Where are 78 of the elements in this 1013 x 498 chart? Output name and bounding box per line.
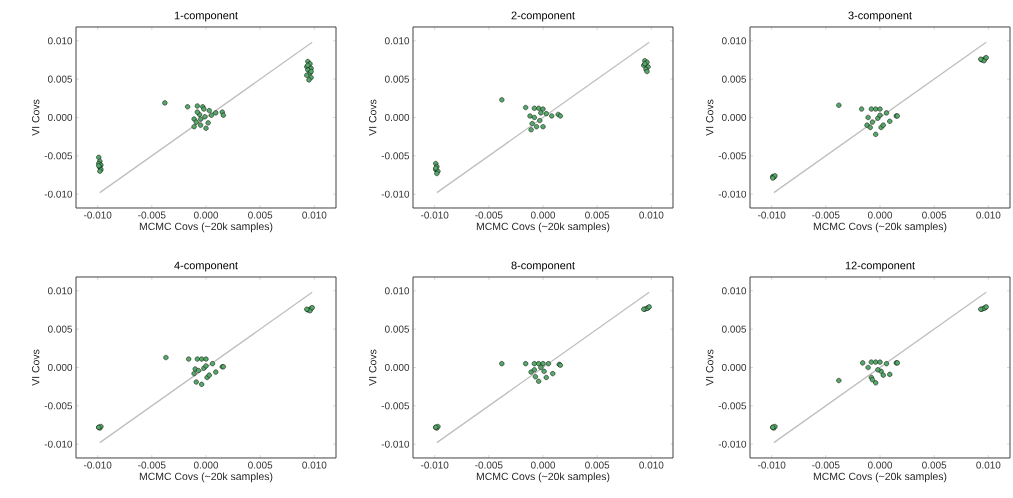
x-tick-label: 0.010 (639, 211, 664, 219)
y-tick-label: -0.005 (44, 402, 73, 410)
x-tick-label: -0.005 (138, 461, 166, 469)
y-tick-label: 0.000 (721, 113, 747, 122)
x-tick-label: 0.005 (922, 461, 947, 469)
y-tick-label: 0.010 (721, 287, 747, 295)
y-tick-label: -0.005 (381, 152, 410, 160)
y-tick-label: -0.005 (718, 152, 747, 160)
x-tick-label: -0.010 (420, 461, 449, 469)
y-tick-label: -0.010 (381, 440, 410, 448)
x-tick-label: 0.010 (976, 211, 1001, 219)
chart-title: 4-component (174, 261, 238, 272)
x-tick-label: -0.010 (420, 211, 449, 219)
x-tick-label: 0.000 (530, 461, 556, 469)
x-tick-label: 0.000 (867, 461, 893, 469)
x-tick-label: 0.010 (639, 461, 664, 469)
x-tick-label: -0.010 (83, 211, 112, 219)
y-tick-label: 0.010 (721, 37, 747, 45)
x-tick-label: 0.005 (585, 211, 610, 219)
x-tick-label: 0.010 (302, 211, 327, 219)
x-tick-label: 0.005 (922, 211, 947, 219)
x-tick-label: 0.005 (585, 461, 610, 469)
x-tick-label: -0.010 (757, 211, 786, 219)
y-tick-label: -0.010 (381, 190, 410, 198)
y-tick-label: -0.010 (44, 440, 73, 448)
y-tick-label: 0.010 (384, 287, 410, 295)
x-tick-label: 0.005 (248, 461, 273, 469)
chart-title: 8-component (511, 261, 575, 272)
x-tick-label: 0.000 (530, 211, 556, 219)
y-tick-label: 0.005 (384, 75, 410, 83)
y-tick-label: 0.005 (721, 325, 747, 333)
y-tick-label: 0.005 (47, 325, 73, 333)
y-tick-label: 0.010 (47, 287, 73, 295)
y-tick-label: 0.000 (721, 363, 747, 372)
x-tick-label: 0.000 (193, 211, 219, 219)
y-tick-label: 0.005 (47, 75, 73, 83)
x-tick-label: 0.000 (867, 211, 893, 219)
y-axis-title: VI Covs (369, 99, 377, 136)
y-tick-label: 0.000 (47, 113, 73, 122)
y-axis-title: VI Covs (706, 349, 714, 386)
x-tick-label: 0.000 (193, 461, 219, 469)
x-tick-label: 0.010 (302, 461, 327, 469)
x-tick-label: -0.005 (138, 211, 166, 219)
y-axis-title: VI Covs (31, 349, 40, 386)
y-tick-label: 0.005 (384, 325, 410, 333)
x-tick-label: -0.010 (83, 461, 112, 469)
y-tick-label: -0.010 (718, 440, 747, 448)
chart-title: 3-component (848, 11, 912, 22)
x-axis-title: MCMC Covs (~20k samples) (813, 472, 947, 483)
y-tick-label: 0.010 (384, 37, 410, 45)
x-tick-label: 0.005 (248, 211, 273, 219)
y-tick-label: -0.010 (44, 190, 73, 198)
y-tick-label: -0.005 (44, 152, 73, 160)
x-axis-title: MCMC Covs (~20k samples) (139, 472, 273, 483)
y-tick-label: 0.000 (47, 363, 73, 372)
y-tick-label: -0.005 (718, 402, 747, 410)
chart-title: 12-component (845, 261, 915, 272)
y-tick-label: -0.005 (381, 402, 410, 410)
x-axis-title: MCMC Covs (~20k samples) (139, 222, 273, 233)
x-tick-label: -0.005 (475, 461, 503, 469)
y-axis-title: VI Covs (369, 349, 377, 386)
x-axis-title: MCMC Covs (~20k samples) (476, 472, 610, 483)
chart-title: 1-component (174, 11, 238, 22)
x-axis-title: MCMC Covs (~20k samples) (476, 222, 610, 233)
x-tick-label: 0.010 (976, 461, 1001, 469)
y-tick-label: 0.010 (47, 37, 73, 45)
x-tick-label: -0.005 (812, 211, 840, 219)
y-tick-label: -0.010 (718, 190, 747, 198)
y-tick-label: 0.000 (384, 363, 410, 372)
x-tick-label: -0.005 (475, 211, 503, 219)
y-tick-label: 0.000 (384, 113, 410, 122)
chart-title: 2-component (511, 11, 575, 22)
x-tick-label: -0.010 (757, 461, 786, 469)
x-axis-title: MCMC Covs (~20k samples) (813, 222, 947, 233)
y-tick-label: 0.005 (721, 75, 747, 83)
y-axis-title: VI Covs (31, 99, 40, 136)
x-tick-label: -0.005 (812, 461, 840, 469)
y-axis-title: VI Covs (706, 99, 714, 136)
